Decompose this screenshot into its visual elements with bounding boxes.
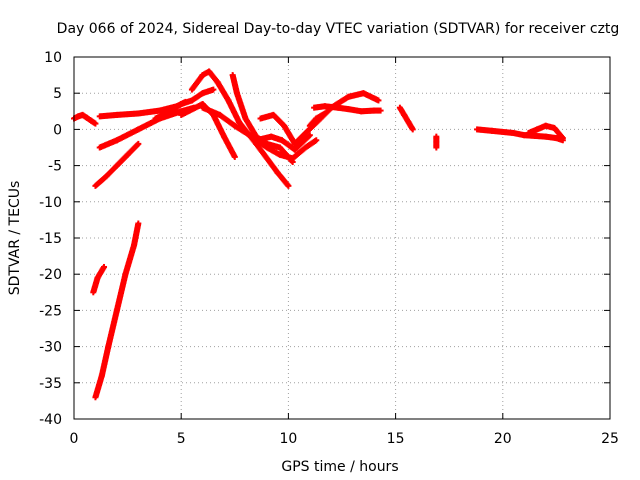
data-point <box>411 126 414 133</box>
y-tick-label: -5 <box>48 159 62 175</box>
data-point <box>307 126 310 133</box>
series-track-e <box>90 263 108 296</box>
series-track-m <box>311 103 384 115</box>
data-point <box>305 128 308 135</box>
y-tick-label: -35 <box>39 376 62 392</box>
y-tick-label: -40 <box>39 412 62 428</box>
data-point <box>291 158 294 165</box>
data-point <box>297 143 300 150</box>
data-point <box>561 135 564 142</box>
plot-frame <box>73 56 611 420</box>
data-point <box>137 220 140 227</box>
x-axis-label: GPS time / hours <box>281 459 398 475</box>
data-point <box>308 125 311 132</box>
data-point <box>233 153 236 160</box>
y-tick-label: 10 <box>44 50 62 66</box>
x-tick-label: 15 <box>387 431 405 447</box>
data-point <box>303 137 306 144</box>
series-track-o <box>396 104 416 133</box>
series-track-n <box>306 110 328 129</box>
series-track-j <box>199 104 320 162</box>
series-track-p <box>433 133 440 151</box>
y-tick-label: -15 <box>39 231 62 247</box>
data-points <box>71 68 566 401</box>
series-track-d <box>92 220 142 401</box>
data-point <box>94 120 97 127</box>
data-point <box>313 121 316 128</box>
data-point <box>305 135 308 142</box>
data-point <box>316 118 319 125</box>
x-tick-label: 10 <box>279 431 297 447</box>
data-point <box>301 139 304 146</box>
series-track-k <box>253 132 313 153</box>
data-point <box>298 142 301 149</box>
data-point <box>293 146 296 153</box>
data-point <box>435 144 438 151</box>
series-tracks-start-cluster <box>71 111 99 127</box>
data-point <box>306 134 309 141</box>
data-point <box>323 110 326 117</box>
x-tick-label: 25 <box>601 431 619 447</box>
data-point <box>287 182 290 189</box>
data-point <box>300 140 303 147</box>
data-point <box>315 119 318 126</box>
grid-lines <box>74 57 610 419</box>
chart-title: Day 066 of 2024, Sidereal Day-to-day VTE… <box>57 21 620 37</box>
x-tick-label: 20 <box>494 431 512 447</box>
x-tick-label: 5 <box>177 431 186 447</box>
data-point <box>307 133 310 140</box>
data-point <box>312 122 315 129</box>
data-point <box>377 97 380 104</box>
series-track-r <box>525 122 566 142</box>
data-point <box>212 86 215 93</box>
y-tick-label: -10 <box>39 195 62 211</box>
data-point <box>310 123 313 130</box>
data-point <box>137 140 140 147</box>
series-track-f <box>152 86 217 122</box>
y-tick-label: 0 <box>53 122 62 138</box>
data-point <box>314 120 317 127</box>
data-point <box>379 107 382 114</box>
data-point <box>295 144 298 151</box>
data-point <box>302 138 305 145</box>
data-point <box>309 124 312 131</box>
data-point <box>308 132 311 139</box>
series-track-c <box>92 140 142 189</box>
series-track-q <box>474 126 566 144</box>
data-point <box>294 145 297 152</box>
y-tick-label: 5 <box>53 86 62 102</box>
y-tick-label: -30 <box>39 340 62 356</box>
y-tick-label: -25 <box>39 303 62 319</box>
data-point <box>299 141 302 148</box>
data-point <box>306 127 309 134</box>
y-axis-label: SDTVAR / TECUs <box>7 181 23 296</box>
data-point <box>304 130 307 137</box>
data-point <box>304 136 307 143</box>
x-tick-label: 0 <box>70 431 79 447</box>
data-point <box>103 263 106 270</box>
y-tick-label: -20 <box>39 267 62 283</box>
data-point <box>315 137 318 144</box>
